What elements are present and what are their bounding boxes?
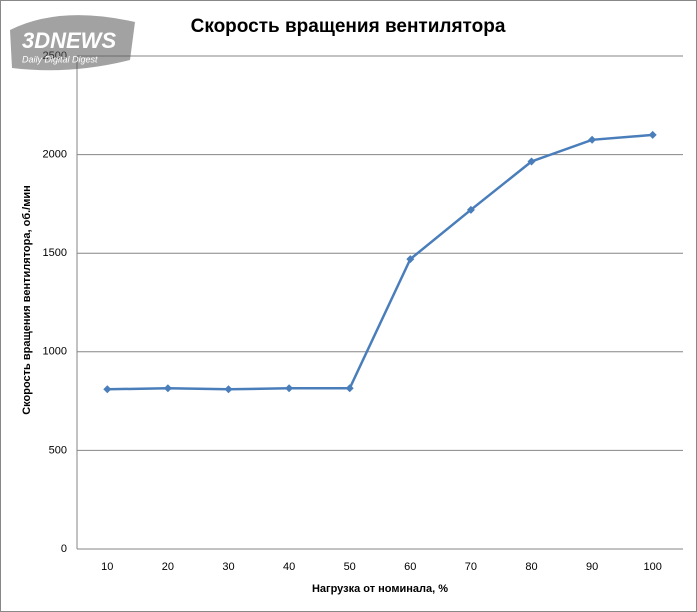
x-tick-label: 40 [283, 561, 295, 573]
y-tick-label: 1500 [43, 247, 67, 259]
logo-swoosh [10, 15, 135, 71]
x-tick-label: 80 [525, 561, 537, 573]
x-tick-label: 30 [222, 561, 234, 573]
marker [345, 384, 354, 393]
y-axis-label: Скорость вращения вентилятора, об./мин [21, 185, 33, 415]
x-tick-label: 70 [465, 561, 477, 573]
x-axis-label: Нагрузка от номинала, % [312, 583, 448, 595]
marker [224, 385, 233, 394]
marker [406, 255, 415, 264]
marker [163, 384, 172, 393]
marker [527, 157, 536, 166]
y-tick-label: 1000 [43, 346, 67, 358]
x-tick-label: 100 [644, 561, 662, 573]
marker [588, 135, 597, 144]
x-tick-label: 90 [586, 561, 598, 573]
y-tick-label: 0 [61, 543, 67, 555]
chart-title: Скорость вращения вентилятора [191, 16, 506, 37]
line [107, 133, 653, 391]
x-tick-label: 50 [344, 561, 356, 573]
logo-tagline: Daily Digital Digest [22, 54, 98, 64]
y-tick-label: 500 [49, 444, 67, 456]
y-tick-label: 2000 [43, 149, 67, 161]
x-tick-label: 20 [162, 561, 174, 573]
marker [285, 384, 294, 393]
x-tick-label: 10 [101, 561, 113, 573]
x-tick-label: 60 [404, 561, 416, 573]
marker [466, 205, 475, 214]
logo-brand: 3DNEWS [22, 28, 116, 53]
marker [103, 385, 112, 394]
marker [648, 130, 657, 139]
